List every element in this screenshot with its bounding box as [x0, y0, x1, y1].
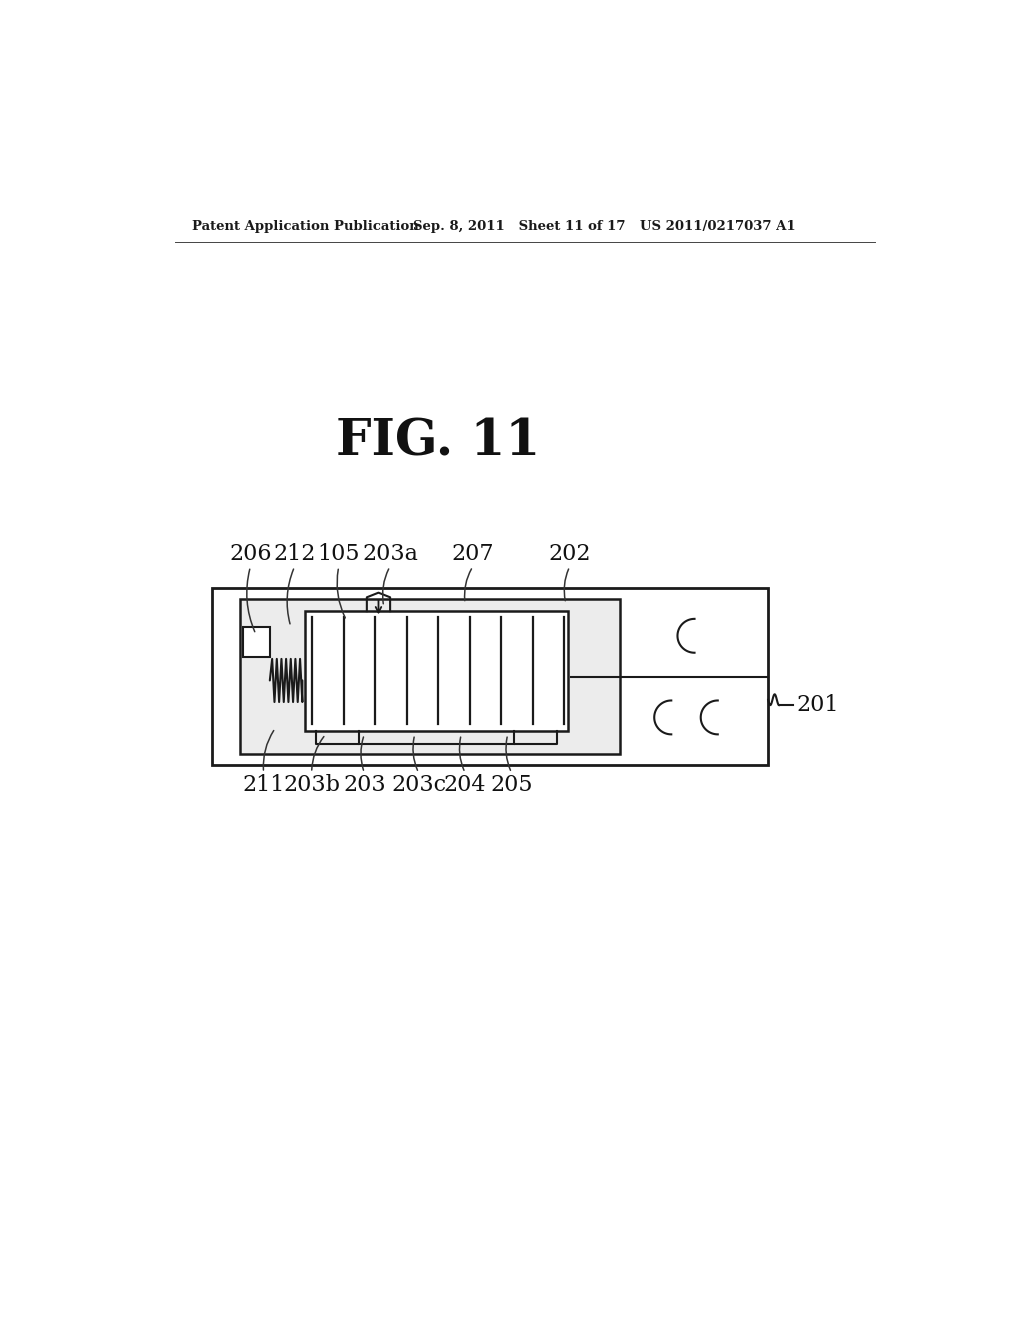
- Text: Patent Application Publication: Patent Application Publication: [191, 219, 418, 232]
- Text: 212: 212: [273, 543, 315, 565]
- Text: 204: 204: [443, 775, 486, 796]
- Text: 206: 206: [229, 543, 271, 565]
- Bar: [212, 589, 768, 766]
- Text: 211: 211: [243, 775, 285, 796]
- Text: 207: 207: [452, 543, 495, 565]
- Text: 203c: 203c: [391, 775, 446, 796]
- Text: Sep. 8, 2011   Sheet 11 of 17: Sep. 8, 2011 Sheet 11 of 17: [414, 219, 626, 232]
- Text: 203: 203: [343, 775, 386, 796]
- Text: 202: 202: [549, 543, 591, 565]
- Text: 205: 205: [490, 775, 532, 796]
- Text: 203a: 203a: [362, 543, 418, 565]
- Text: 203b: 203b: [284, 775, 340, 796]
- Text: 201: 201: [796, 694, 839, 715]
- Text: US 2011/0217037 A1: US 2011/0217037 A1: [640, 219, 795, 232]
- Bar: [305, 611, 568, 730]
- Bar: [241, 599, 621, 755]
- Text: FIG. 11: FIG. 11: [336, 417, 540, 466]
- Text: 105: 105: [317, 543, 360, 565]
- Bar: [243, 627, 270, 657]
